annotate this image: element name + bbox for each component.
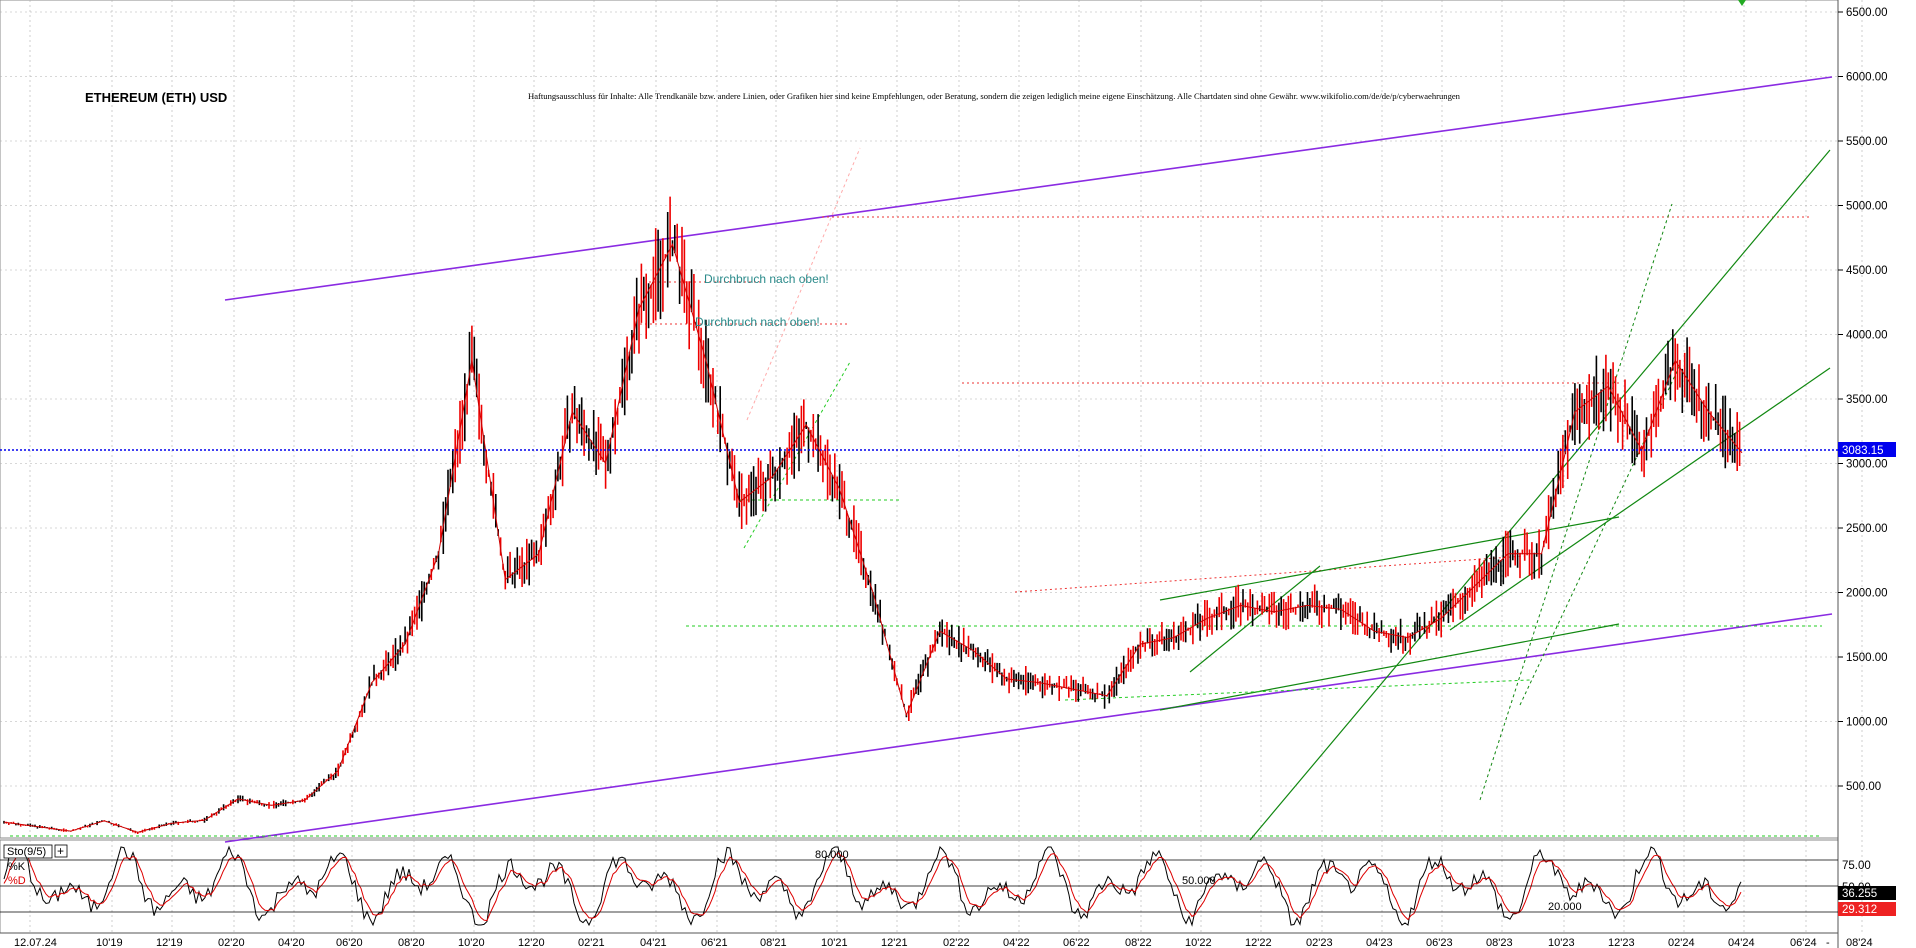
rising-resistance	[746, 147, 861, 421]
d-label: %D	[8, 875, 26, 887]
x-tick-label: 04'24	[1728, 937, 1755, 948]
annotation-breakout-1: Durchbruch nach oben!	[704, 272, 829, 286]
k-value-badge	[1838, 886, 1896, 900]
x-axis-ticks: 12.07.24 10'19 12'19 02'20 04'20 06'20 08'20 10…	[14, 937, 1873, 948]
upper-channel-line	[224, 76, 1833, 301]
resistance-2200	[1014, 555, 1526, 593]
d-line	[3, 851, 1742, 922]
disclaimer-text: Haftungsausschluss für Inhalte: Alle Tre…	[528, 91, 1461, 101]
rising-line-a	[1189, 565, 1321, 673]
y-tick-label: 5500.00	[1846, 136, 1888, 148]
price-series	[3, 196, 1743, 834]
y-tick-label: 3000.00	[1846, 459, 1888, 471]
k-line	[3, 845, 1742, 927]
x-tick-label: 10'19	[96, 937, 123, 948]
price-panel	[0, 0, 1839, 839]
x-tick-label: 10'20	[458, 937, 485, 948]
x-tick-label: 02'22	[943, 937, 970, 948]
x-tick-label: 08'23	[1486, 937, 1513, 948]
y-tick-label: 500.00	[1846, 781, 1881, 793]
stochastic-series	[3, 845, 1742, 927]
upper-wedge-line	[1159, 516, 1620, 601]
indicator-panel	[0, 839, 1839, 934]
y-tick-label: 4500.00	[1846, 265, 1888, 277]
x-tick-label: 12'23	[1608, 937, 1635, 948]
x-tick-label: 06'24	[1790, 937, 1817, 948]
current-price-label: 3083.15	[1842, 445, 1884, 457]
x-tick-label: 04'23	[1366, 937, 1393, 948]
y-tick-label: 2000.00	[1846, 588, 1888, 600]
x-tick-label: 06'23	[1426, 937, 1453, 948]
indicator-name-box[interactable]	[3, 844, 53, 859]
scroll-symbol[interactable]: -	[1826, 937, 1830, 948]
indicator-name: Sto(9/5)	[7, 846, 46, 858]
x-tick-label: 02'21	[578, 937, 605, 948]
trend-lines	[10, 76, 1833, 843]
level-80-label: 80.000	[815, 849, 849, 861]
y-tick-label: 1000.00	[1846, 717, 1888, 729]
lower-wedge-line	[1159, 623, 1620, 711]
x-tick-label: 12'22	[1245, 937, 1272, 948]
d-value: 29.312	[1842, 904, 1877, 916]
grid-lines	[0, 0, 1863, 933]
x-tick-label: 02'24	[1668, 937, 1695, 948]
level-50-label: 50.000	[1182, 875, 1216, 887]
x-tick-label: 06'21	[701, 937, 728, 948]
expand-icon[interactable]	[54, 844, 68, 858]
y-tick-label: 3500.00	[1846, 394, 1888, 406]
steep-dotted-1	[1479, 203, 1673, 801]
x-tick-label: 06'22	[1063, 937, 1090, 948]
x-tick-label: 12'21	[881, 937, 908, 948]
x-tick-label: 12.07.24	[14, 937, 57, 948]
annotation-breakout-2: Durchbruch nach oben!	[695, 315, 820, 329]
x-tick-label: 12'19	[156, 937, 183, 948]
k-value: 36.255	[1842, 888, 1877, 900]
current-price-badge	[1838, 442, 1896, 457]
x-tick-label: 10'21	[821, 937, 848, 948]
x-tick-label: 04'20	[278, 937, 305, 948]
price-line	[3, 242, 1743, 833]
chart-title: ETHEREUM (ETH) USD	[85, 90, 227, 105]
x-tick-label: 10'22	[1185, 937, 1212, 948]
x-tick-label: 08'22	[1125, 937, 1152, 948]
marker-icon	[1738, 0, 1746, 6]
d-value-badge	[1838, 902, 1896, 916]
x-tick-label: 02'20	[218, 937, 245, 948]
x-tick-label: 12'20	[518, 937, 545, 948]
x-tick-label: 08'20	[398, 937, 425, 948]
y-tick-label: 6000.00	[1846, 72, 1888, 84]
x-tick-label: 04'21	[640, 937, 667, 948]
y-tick-label: 2500.00	[1846, 523, 1888, 535]
rising-line-b	[1449, 367, 1831, 631]
level-20-label: 20.000	[1548, 901, 1582, 913]
k-label: %K	[8, 861, 26, 873]
lower-channel-line	[224, 613, 1833, 843]
x-tick-label: 06'20	[336, 937, 363, 948]
x-tick-label: 10'23	[1548, 937, 1575, 948]
x-tick-label: 04'22	[1003, 937, 1030, 948]
y-tick-label: 4000.00	[1846, 330, 1888, 342]
expand-symbol: +	[57, 844, 64, 858]
y-tick-label: 1500.00	[1846, 652, 1888, 664]
y-axis-area	[1838, 0, 1916, 948]
x-tick-label: 02'23	[1306, 937, 1333, 948]
y-tick-label: 5000.00	[1846, 201, 1888, 213]
long-rising-line	[1249, 149, 1831, 841]
y-axis-ticks: 6500.00 6000.00 5500.00 5000.00 4500.00 4000.…	[1838, 7, 1888, 793]
y-tick-label: 6500.00	[1846, 7, 1888, 19]
x-tick-label: 08'21	[760, 937, 787, 948]
x-tick-label: 08'24	[1846, 937, 1873, 948]
ind-ytick-75: 75.00	[1842, 860, 1871, 872]
